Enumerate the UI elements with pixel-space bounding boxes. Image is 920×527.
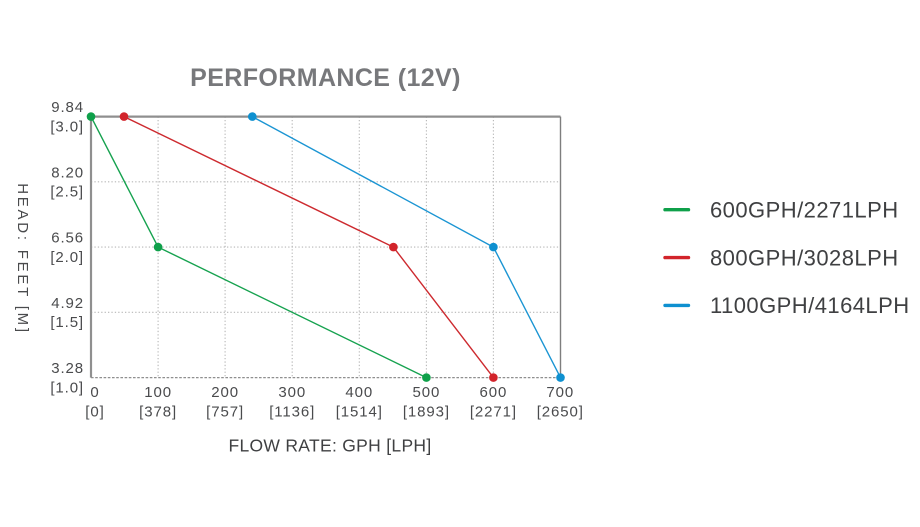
svg-text:[0]: [0] (85, 404, 104, 421)
svg-text:[1136]: [1136] (269, 404, 315, 421)
svg-text:[2.5]: [2.5] (50, 184, 84, 201)
svg-text:[757]: [757] (206, 404, 244, 421)
svg-text:[378]: [378] (139, 404, 177, 421)
svg-text:600: 600 (480, 384, 508, 401)
svg-text:700: 700 (546, 384, 574, 401)
svg-text:4.92: 4.92 (51, 295, 84, 312)
svg-text:[3.0]: [3.0] (50, 118, 84, 135)
svg-text:6.56: 6.56 (51, 230, 84, 247)
svg-text:[1893]: [1893] (403, 404, 450, 421)
svg-text:[2.0]: [2.0] (50, 249, 84, 266)
svg-text:400: 400 (345, 384, 373, 401)
svg-text:FLOW RATE: GPH [LPH]: FLOW RATE: GPH [LPH] (228, 436, 431, 456)
svg-text:300: 300 (278, 384, 306, 401)
svg-text:HEAD: FEET [M]: HEAD: FEET [M] (14, 183, 31, 335)
svg-text:3.28: 3.28 (51, 360, 84, 377)
svg-text:500: 500 (413, 384, 441, 401)
svg-text:[2650]: [2650] (537, 404, 584, 421)
svg-text:[2271]: [2271] (470, 404, 517, 421)
svg-text:[1.5]: [1.5] (50, 314, 84, 331)
svg-text:[1514]: [1514] (336, 404, 383, 421)
svg-text:8.20: 8.20 (51, 164, 84, 181)
svg-text:1100GPH/4164LPH: 1100GPH/4164LPH (710, 293, 910, 318)
svg-text:PERFORMANCE (12V): PERFORMANCE (12V) (190, 64, 461, 92)
svg-text:9.84: 9.84 (51, 99, 84, 116)
svg-text:0: 0 (90, 384, 99, 401)
svg-text:200: 200 (211, 384, 239, 401)
svg-text:800GPH/3028LPH: 800GPH/3028LPH (710, 245, 899, 270)
svg-text:100: 100 (144, 384, 172, 401)
svg-text:600GPH/2271LPH: 600GPH/2271LPH (710, 198, 899, 223)
svg-text:[1.0]: [1.0] (50, 379, 84, 396)
